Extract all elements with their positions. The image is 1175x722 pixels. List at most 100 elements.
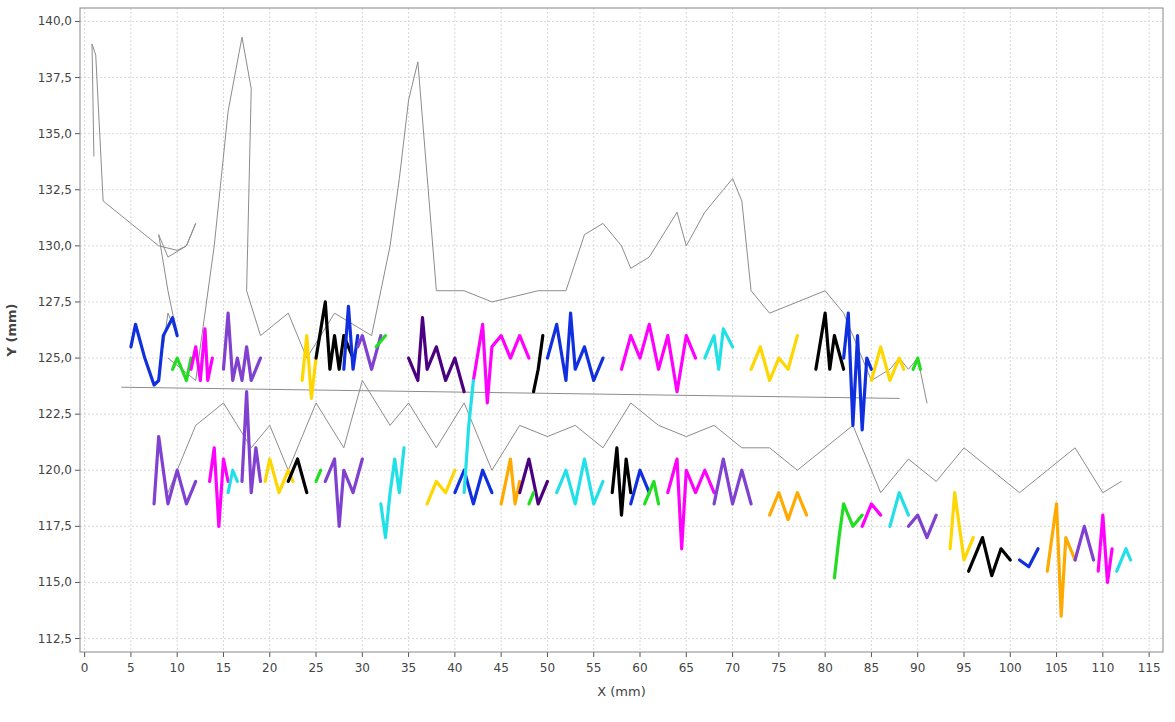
tick [75,77,80,78]
grid-line [732,8,733,652]
tick [825,652,826,657]
pen-down-stroke [344,306,358,369]
pen-down-stroke [131,318,177,385]
tick [75,470,80,471]
tick-label: 45 [494,661,509,675]
grid-line [80,638,1163,639]
tick-label: 105 [1045,661,1068,675]
pen-down-stroke [242,392,261,493]
grid [80,8,1163,652]
pen-down-stroke [427,470,455,504]
grid-line [686,8,687,652]
tick [686,652,687,657]
tick-label: 115 [1138,661,1161,675]
pen-down-stroke [534,336,543,392]
pen-down-stroke [520,459,548,504]
grid-line [130,8,131,652]
grid-line [501,8,502,652]
pen-down-stroke [705,329,733,369]
grid-line [778,8,779,652]
grid-line [547,8,548,652]
tick-label: 55 [586,661,601,675]
tick [75,21,80,22]
plot-frame [80,8,1163,652]
pen-down-stroke [668,459,714,549]
tick-label: 10 [170,661,185,675]
pen-down-stroke [473,324,529,403]
grid-line [1149,8,1150,652]
tick-label: 0 [81,661,89,675]
tick-label: 20 [262,661,277,675]
grid-line [80,358,1163,359]
grid-line [316,8,317,652]
pen-down-stroke [612,448,631,515]
pen-down-stroke [1098,515,1112,582]
pen-down-stroke [1117,549,1131,571]
pen-down-stroke [770,493,807,520]
pen-down-stroke [228,470,237,492]
tick [75,638,80,639]
pen-down-stroke [409,318,465,392]
tick [84,652,85,657]
tick-label: 130,0 [38,239,72,253]
pen-down-stroke [890,493,909,527]
tick [501,652,502,657]
pen-down-stroke [714,459,751,504]
pen-down-stroke [501,459,520,504]
grid-line [640,8,641,652]
tick [130,652,131,657]
pen-down-stroke [1020,549,1039,567]
tick [732,652,733,657]
tick-label: 60 [632,661,647,675]
axis-title: Y (mm) [4,304,19,358]
pen-down-stroke [173,358,192,380]
tick [778,652,779,657]
tick-label: 25 [308,661,323,675]
tick [177,652,178,657]
tick [75,301,80,302]
tick-label: 137,5 [38,71,72,85]
tick-label: 65 [679,661,694,675]
tick [75,245,80,246]
grid-line [80,526,1163,527]
pen-down-stroke [529,493,534,504]
grid-line [80,189,1163,190]
pen-down-stroke [950,493,973,560]
tick-label: 75 [771,661,786,675]
tick-label: 15 [216,661,231,675]
tick [269,652,270,657]
tick-label: 5 [127,661,135,675]
tick-label: 85 [864,661,879,675]
pen-down-stroke [1075,526,1094,560]
tick [75,358,80,359]
pen-down-stroke [844,313,872,430]
tick-label: 140,0 [38,14,72,28]
pen-down-stroke [325,459,362,526]
tick [871,652,872,657]
grid-line [80,77,1163,78]
plot-area [80,8,1163,652]
tick-label: 35 [401,661,416,675]
pen-down-stroke [557,459,603,504]
pen-down-stroke [871,347,903,381]
pen-down-stroke [913,358,920,369]
tick-label: 132,5 [38,183,72,197]
pen-down-stroke [154,437,196,504]
tick [362,652,363,657]
tick [75,189,80,190]
pen-down-stroke [751,336,797,381]
chart: 0510152025303540455055606570758085909510… [0,0,1175,722]
tick-label: 117,5 [38,519,72,533]
grid-line [1102,8,1103,652]
grid-line [80,21,1163,22]
pen-down-stroke [622,324,696,391]
tick [408,652,409,657]
tick-label: 110 [1091,661,1114,675]
grid-line [80,133,1163,134]
pen-down-stroke [547,313,603,380]
tick-label: 125,0 [38,351,72,365]
grid-line [1056,8,1057,652]
pen-down-stroke [223,313,260,380]
tick [1102,652,1103,657]
pen-down-stroke [908,515,936,537]
